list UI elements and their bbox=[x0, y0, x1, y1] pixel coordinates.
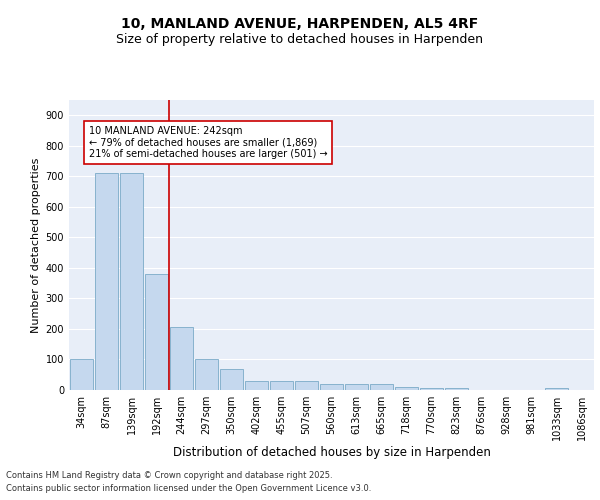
Bar bbox=[370, 384, 393, 390]
Bar bbox=[395, 387, 418, 390]
Y-axis label: Number of detached properties: Number of detached properties bbox=[31, 158, 41, 332]
Bar bbox=[545, 388, 568, 390]
Text: Contains HM Land Registry data © Crown copyright and database right 2025.: Contains HM Land Registry data © Crown c… bbox=[6, 470, 332, 480]
Bar bbox=[295, 381, 318, 390]
Bar bbox=[145, 274, 168, 390]
Bar bbox=[270, 381, 293, 390]
Bar bbox=[320, 384, 343, 390]
Text: Size of property relative to detached houses in Harpenden: Size of property relative to detached ho… bbox=[116, 32, 484, 46]
Bar bbox=[170, 328, 193, 390]
Text: 10 MANLAND AVENUE: 242sqm
← 79% of detached houses are smaller (1,869)
21% of se: 10 MANLAND AVENUE: 242sqm ← 79% of detac… bbox=[89, 126, 328, 159]
Bar bbox=[120, 174, 143, 390]
Bar bbox=[245, 381, 268, 390]
Bar bbox=[70, 360, 93, 390]
Text: 10, MANLAND AVENUE, HARPENDEN, AL5 4RF: 10, MANLAND AVENUE, HARPENDEN, AL5 4RF bbox=[121, 18, 479, 32]
Bar bbox=[445, 388, 468, 390]
Bar bbox=[195, 360, 218, 390]
Bar bbox=[420, 388, 443, 390]
Bar bbox=[95, 174, 118, 390]
X-axis label: Distribution of detached houses by size in Harpenden: Distribution of detached houses by size … bbox=[173, 446, 490, 458]
Text: Contains public sector information licensed under the Open Government Licence v3: Contains public sector information licen… bbox=[6, 484, 371, 493]
Bar bbox=[220, 368, 243, 390]
Bar bbox=[345, 384, 368, 390]
